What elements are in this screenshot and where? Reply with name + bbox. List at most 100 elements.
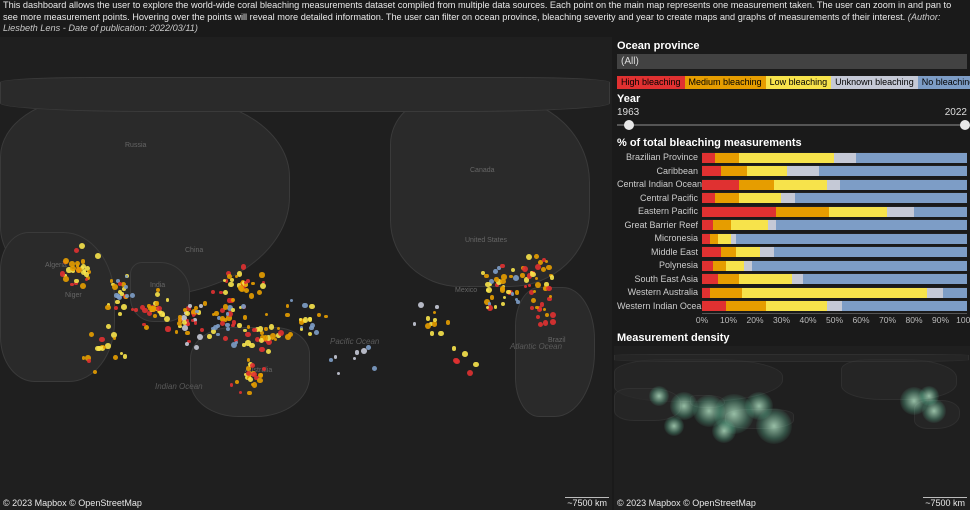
measurement-point[interactable] <box>216 324 220 328</box>
measurement-point[interactable] <box>372 366 377 371</box>
measurement-point[interactable] <box>182 325 188 331</box>
measurement-point[interactable] <box>462 351 468 357</box>
measurement-point[interactable] <box>515 290 519 294</box>
measurement-point[interactable] <box>310 323 316 329</box>
measurement-point[interactable] <box>194 306 198 310</box>
measurement-point[interactable] <box>494 305 497 308</box>
measurement-point[interactable] <box>83 269 86 272</box>
measurement-point[interactable] <box>245 332 251 338</box>
measurement-point[interactable] <box>308 332 312 336</box>
measurement-point[interactable] <box>237 323 242 328</box>
measurement-point[interactable] <box>535 282 541 288</box>
measurement-point[interactable] <box>162 313 166 317</box>
measurement-point[interactable] <box>120 292 123 295</box>
measurement-point[interactable] <box>550 319 556 325</box>
measurement-point[interactable] <box>259 373 263 377</box>
measurement-point[interactable] <box>285 334 291 340</box>
measurement-point[interactable] <box>165 326 170 331</box>
measurement-point[interactable] <box>194 321 197 324</box>
measurement-point[interactable] <box>150 306 156 312</box>
measurement-point[interactable] <box>257 378 262 383</box>
measurement-point[interactable] <box>278 330 284 336</box>
measurement-point[interactable] <box>74 279 79 284</box>
measurement-point[interactable] <box>211 290 215 294</box>
province-filter[interactable]: (All) <box>617 54 967 69</box>
measurement-point[interactable] <box>251 372 256 377</box>
measurement-point[interactable] <box>546 286 551 291</box>
measurement-point[interactable] <box>543 320 549 326</box>
measurement-point[interactable] <box>299 318 302 321</box>
measurement-point[interactable] <box>118 282 122 286</box>
measurement-point[interactable] <box>130 293 135 298</box>
legend-no[interactable]: No bleaching <box>918 76 970 89</box>
measurement-point[interactable] <box>223 336 228 341</box>
measurement-point[interactable] <box>106 324 111 329</box>
measurement-point[interactable] <box>199 304 203 308</box>
legend-low[interactable]: Low bleaching <box>766 76 832 89</box>
measurement-point[interactable] <box>185 342 189 346</box>
measurement-point[interactable] <box>197 334 203 340</box>
measurement-point[interactable] <box>308 317 313 322</box>
measurement-point[interactable] <box>247 358 250 361</box>
measurement-point[interactable] <box>266 349 271 354</box>
measurement-point[interactable] <box>259 272 265 278</box>
measurement-point[interactable] <box>453 358 458 363</box>
measurement-point[interactable] <box>265 313 268 316</box>
measurement-point[interactable] <box>85 278 88 281</box>
measurement-point[interactable] <box>317 313 321 317</box>
measurement-point[interactable] <box>76 264 79 267</box>
measurement-point[interactable] <box>353 357 356 360</box>
measurement-point[interactable] <box>334 355 337 358</box>
measurement-point[interactable] <box>115 300 119 304</box>
measurement-point[interactable] <box>242 343 245 346</box>
measurement-point[interactable] <box>243 315 247 319</box>
chart-row[interactable]: Great Barrier Reef <box>617 218 967 232</box>
measurement-point[interactable] <box>252 328 257 333</box>
measurement-point[interactable] <box>247 325 251 329</box>
measurement-point[interactable] <box>531 298 536 303</box>
measurement-point[interactable] <box>503 296 506 299</box>
legend-high[interactable]: High bleaching <box>617 76 685 89</box>
measurement-point[interactable] <box>467 370 473 376</box>
measurement-point[interactable] <box>418 302 424 308</box>
measurement-point[interactable] <box>550 312 556 318</box>
measurement-point[interactable] <box>125 294 129 298</box>
measurement-point[interactable] <box>175 330 179 334</box>
measurement-point[interactable] <box>494 277 499 282</box>
measurement-point[interactable] <box>473 362 478 367</box>
measurement-point[interactable] <box>155 292 160 297</box>
measurement-point[interactable] <box>70 266 75 271</box>
legend-unknown[interactable]: Unknown bleaching <box>831 76 918 89</box>
measurement-point[interactable] <box>484 274 488 278</box>
measurement-point[interactable] <box>93 370 97 374</box>
chart-row[interactable]: Middle East <box>617 245 967 259</box>
measurement-point[interactable] <box>121 304 127 310</box>
measurement-point[interactable] <box>89 332 94 337</box>
measurement-point[interactable] <box>252 382 257 387</box>
measurement-point[interactable] <box>516 300 520 304</box>
measurement-point[interactable] <box>452 346 457 351</box>
chart-row[interactable]: Central Indian Ocean <box>617 178 967 192</box>
measurement-point[interactable] <box>309 304 315 310</box>
measurement-point[interactable] <box>438 331 443 336</box>
measurement-point[interactable] <box>87 359 91 363</box>
measurement-point[interactable] <box>142 323 146 327</box>
measurement-point[interactable] <box>263 335 268 340</box>
measurement-point[interactable] <box>247 391 251 395</box>
measurement-point[interactable] <box>223 290 228 295</box>
measurement-point[interactable] <box>302 303 307 308</box>
measurement-point[interactable] <box>125 275 128 278</box>
measurement-point[interactable] <box>528 284 531 287</box>
measurement-point[interactable] <box>509 275 512 278</box>
measurement-point[interactable] <box>79 243 85 249</box>
chart-row[interactable]: Western Australia <box>617 286 967 300</box>
measurement-point[interactable] <box>545 260 548 263</box>
measurement-point[interactable] <box>113 355 118 360</box>
province-select[interactable]: (All) <box>617 54 967 69</box>
measurement-point[interactable] <box>248 377 253 382</box>
measurement-point[interactable] <box>245 340 250 345</box>
measurement-point[interactable] <box>200 328 204 332</box>
measurement-point[interactable] <box>511 292 514 295</box>
measurement-point[interactable] <box>155 301 160 306</box>
chart-row[interactable]: Brazilian Province <box>617 151 967 165</box>
